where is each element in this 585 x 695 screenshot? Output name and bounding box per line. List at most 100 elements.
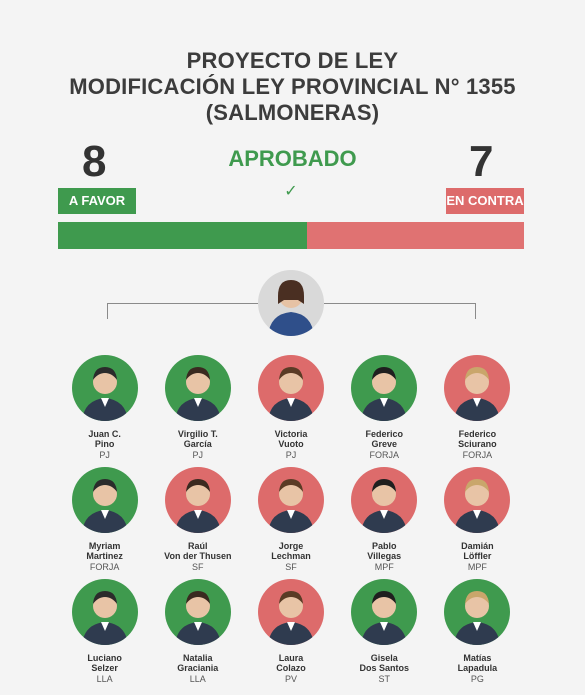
member-last-name: Von der Thusen (164, 551, 232, 561)
member-card: Matías Lapadula PG (431, 579, 524, 691)
member-party: SF (285, 562, 297, 572)
member-last-name: Martinez (86, 551, 123, 561)
person-icon (268, 367, 314, 421)
person-icon (454, 591, 501, 645)
member-party: LLA (189, 674, 206, 684)
person-icon (454, 479, 501, 533)
member-avatar (258, 355, 324, 421)
person-icon (361, 479, 408, 533)
person-icon (174, 367, 221, 421)
person-icon (81, 591, 128, 645)
member-avatar (444, 355, 511, 421)
member-last-name: Lapadula (457, 663, 498, 673)
person-icon (361, 591, 408, 645)
contra-badge: EN CONTRA (446, 188, 524, 214)
member-party: PJ (99, 450, 110, 460)
member-card: Luciano Selzer LLA (58, 579, 151, 691)
member-last-name: Dos Santos (359, 663, 409, 673)
member-first-name: Laura (278, 653, 304, 663)
member-card: Laura Colazo PV (244, 579, 337, 691)
member-card: Juan C. Pino PJ (58, 355, 151, 467)
vote-bar (58, 222, 524, 249)
person-icon (268, 479, 314, 533)
member-card: Myriam Martinez FORJA (58, 467, 151, 579)
member-avatar (444, 579, 511, 645)
member-card: Federico Greve FORJA (338, 355, 431, 467)
member-party: ST (378, 674, 390, 684)
member-card: Damián Löffler MPF (431, 467, 524, 579)
member-avatar (258, 579, 324, 645)
members-grid: Juan C. Pino PJ Virgilio T. García PJ Victoria… (58, 355, 524, 691)
members-row: Myriam Martinez FORJA Raúl Von der Thusen SF J… (58, 467, 524, 579)
member-last-name: Sciurano (458, 439, 497, 449)
member-avatar (444, 467, 511, 533)
member-avatar (258, 467, 324, 533)
result-status: APROBADO (228, 146, 357, 171)
member-party: MPF (467, 562, 487, 572)
member-card: Gisela Dos Santos ST (338, 579, 431, 691)
member-first-name: Luciano (87, 653, 122, 663)
member-last-name: Villegas (367, 551, 402, 561)
member-first-name: Pablo (371, 541, 397, 551)
member-avatar (351, 467, 418, 533)
member-avatar (351, 355, 418, 421)
member-party: FORJA (462, 450, 493, 460)
member-avatar (164, 355, 231, 421)
member-last-name: Lechman (271, 551, 311, 561)
member-card: Jorge Lechman SF (244, 467, 337, 579)
member-card: Natalia Graciania LLA (151, 579, 244, 691)
member-first-name: Raúl (188, 541, 208, 551)
person-icon (268, 591, 314, 645)
member-card: Virgilio T. García PJ (151, 355, 244, 467)
member-first-name: Juan C. (88, 429, 121, 439)
member-last-name: Pino (94, 439, 115, 449)
member-party: PJ (192, 450, 204, 460)
member-avatar (351, 579, 418, 645)
connector-right (324, 303, 475, 304)
connector-right-drop (475, 303, 476, 319)
member-first-name: Virgilio T. (177, 429, 218, 439)
member-party: PG (470, 674, 484, 684)
member-last-name: Löffler (463, 551, 492, 561)
member-last-name: Colazo (276, 663, 306, 673)
connector-left-drop (107, 303, 108, 319)
member-first-name: Damián (461, 541, 494, 551)
title-line-1: PROYECTO DE LEY (186, 48, 399, 73)
member-party: LLA (96, 674, 113, 684)
member-party: PV (285, 674, 298, 684)
check-icon: ✓ (284, 183, 298, 200)
favor-count: 8 (82, 137, 107, 186)
person-icon (361, 367, 408, 421)
member-party: MPF (374, 562, 394, 572)
member-avatar (164, 579, 231, 645)
member-last-name: Greve (371, 439, 397, 449)
member-first-name: Federico (365, 429, 403, 439)
members-row: Juan C. Pino PJ Virgilio T. García PJ Victoria… (58, 355, 524, 467)
president-avatar (258, 270, 324, 336)
member-card: Federico Sciurano FORJA (431, 355, 524, 467)
member-last-name: García (183, 439, 212, 449)
vote-bar-favor-fill (58, 222, 307, 249)
member-first-name: Victoria (274, 429, 308, 439)
member-first-name: Jorge (278, 541, 304, 551)
member-first-name: Matías (463, 653, 492, 663)
member-party: FORJA (89, 562, 120, 572)
title-line-2: MODIFICACIÓN LEY PROVINCIAL N° 1355 (69, 74, 516, 99)
members-row: Luciano Selzer LLA Natalia Graciania LLA Laura… (58, 579, 524, 691)
person-icon (454, 367, 501, 421)
member-avatar (71, 579, 138, 645)
member-card: Raúl Von der Thusen SF (151, 467, 244, 579)
member-card: Pablo Villegas MPF (338, 467, 431, 579)
member-party: FORJA (369, 450, 399, 460)
member-avatar (71, 355, 138, 421)
member-last-name: Graciania (177, 663, 219, 673)
person-icon (81, 367, 128, 421)
member-party: PJ (285, 450, 297, 460)
member-party: SF (192, 562, 204, 572)
member-first-name: Myriam (88, 541, 121, 551)
member-last-name: Vuoto (278, 439, 304, 449)
person-icon (81, 479, 128, 533)
person-icon (174, 591, 221, 645)
member-last-name: Selzer (91, 663, 118, 673)
member-avatar (71, 467, 138, 533)
